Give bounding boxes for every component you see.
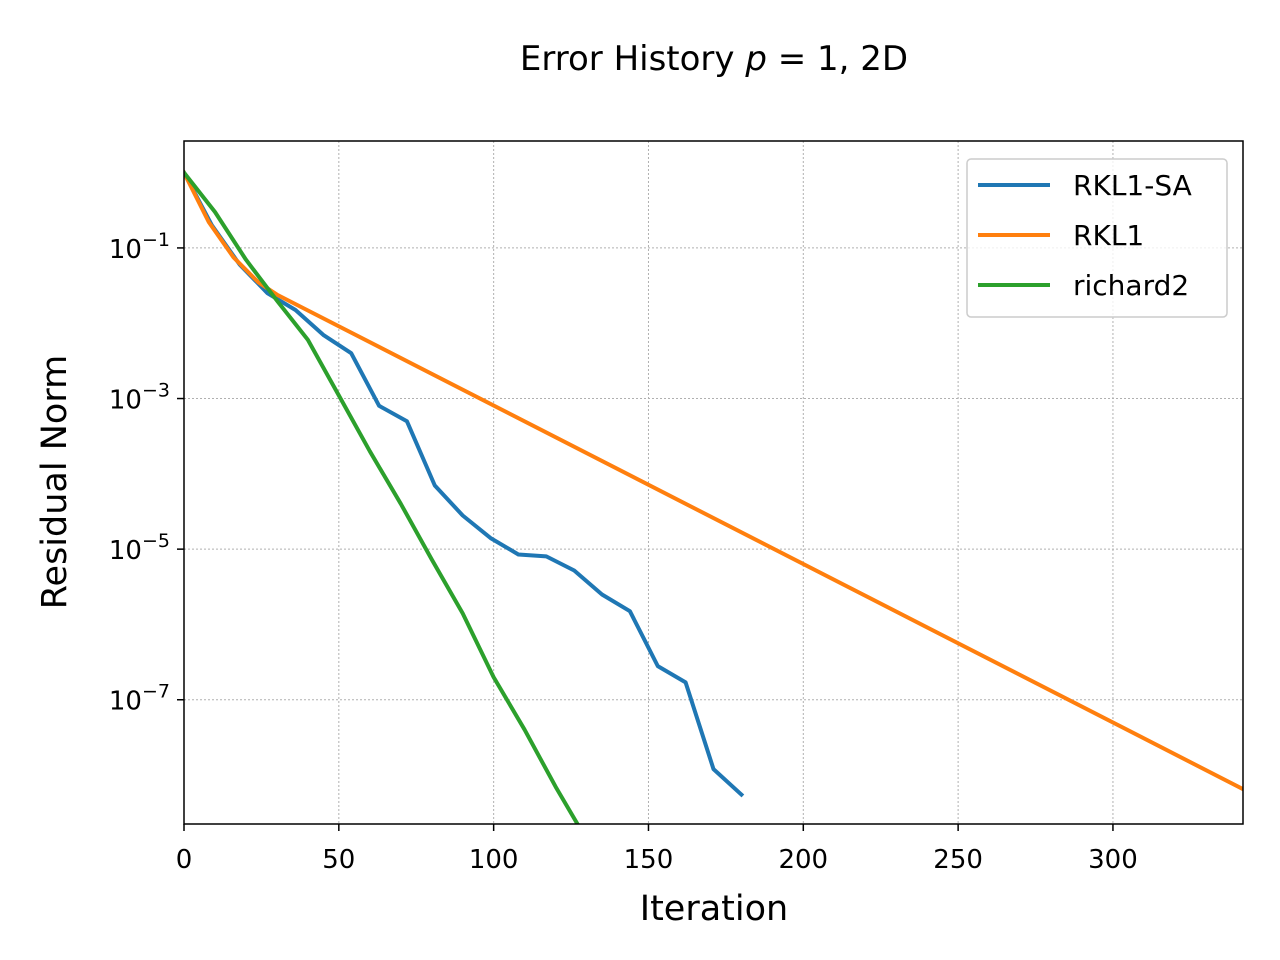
y-tick-label: 10−7 (109, 681, 170, 717)
x-tick-label: 150 (624, 845, 674, 875)
series-lines (184, 169, 1243, 824)
series-line-rkl1 (184, 169, 1243, 792)
title-main: Error History (520, 39, 745, 79)
y-tick-label: 10−1 (109, 229, 170, 265)
legend-label-richard2: richard2 (1073, 269, 1189, 302)
y-axis-label: Residual Norm (35, 355, 75, 609)
x-tick-label: 200 (778, 845, 828, 875)
legend: RKL1-SA RKL1 richard2 (966, 158, 1228, 318)
x-tick-label: 300 (1088, 845, 1138, 875)
y-axis-ticks: 10−1 10−3 10−5 10−7 (109, 229, 184, 717)
title-variable: p (744, 39, 767, 79)
y-tick-label: 10−5 (109, 530, 170, 566)
plot-frame (183, 140, 1244, 825)
chart-title: Error History p = 1, 2D (520, 39, 908, 79)
x-tick-label: 50 (322, 845, 355, 875)
y-tick-label: 10−3 (109, 380, 170, 416)
x-axis-label: Iteration (640, 889, 788, 929)
series-line-richard2 (184, 169, 580, 824)
legend-box (966, 158, 1228, 318)
grid (183, 141, 1243, 824)
x-tick-label: 250 (933, 845, 983, 875)
x-axis-ticks: 0 50 100 150 200 250 300 (176, 824, 1138, 875)
x-tick-label: 100 (469, 845, 519, 875)
legend-label-rkl1-sa: RKL1-SA (1073, 169, 1192, 202)
x-tick-label: 0 (176, 845, 193, 875)
title-rest: = 1, 2D (767, 39, 908, 79)
legend-label-rkl1: RKL1 (1073, 219, 1144, 252)
